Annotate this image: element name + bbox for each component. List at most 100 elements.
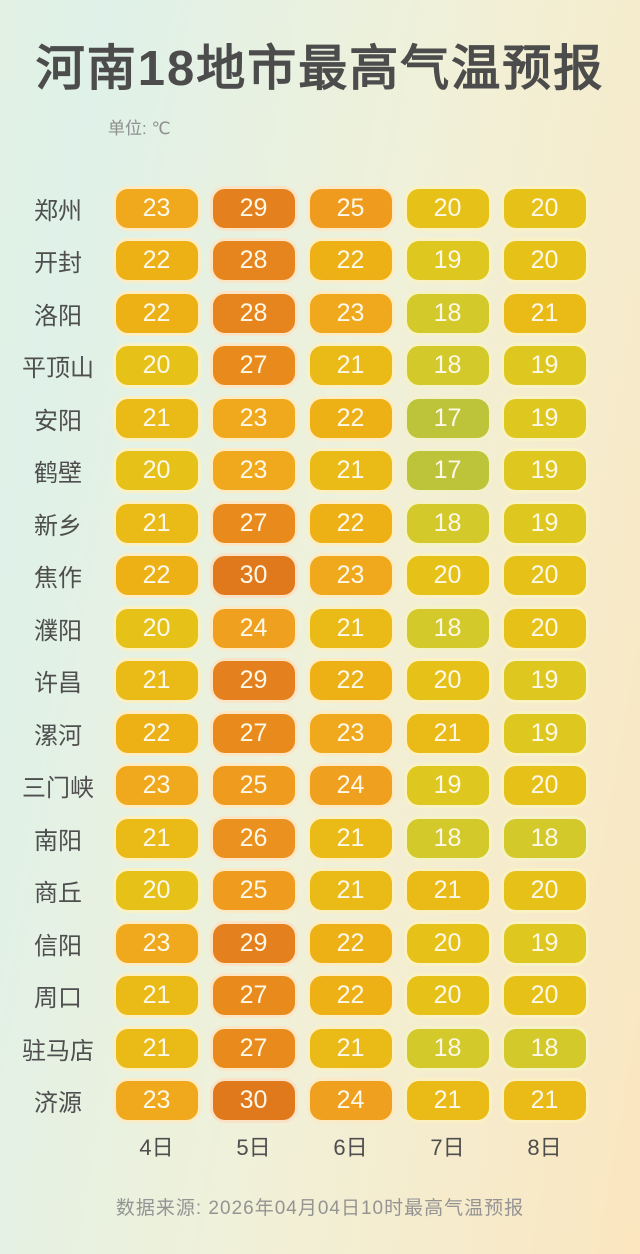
temp-cell: 22 (306, 973, 395, 1019)
temp-cell: 22 (112, 553, 201, 599)
temp-cell: 18 (403, 500, 492, 546)
temp-cell: 20 (500, 763, 589, 809)
table-row: 郑州 23 29 25 20 20 (8, 182, 640, 235)
temp-cell: 21 (306, 448, 395, 494)
temp-cell: 23 (112, 920, 201, 966)
temp-cell: 23 (306, 553, 395, 599)
table-row: 济源 23 30 24 21 21 (8, 1075, 640, 1128)
temp-cell: 23 (112, 763, 201, 809)
temp-cell: 21 (112, 658, 201, 704)
temp-cell: 18 (403, 605, 492, 651)
unit-label: 单位: ℃ (108, 119, 171, 138)
table-row: 商丘 20 25 21 21 20 (8, 865, 640, 918)
temp-cell: 20 (500, 185, 589, 231)
temp-cell: 23 (306, 290, 395, 336)
temp-cell: 20 (500, 868, 589, 914)
city-label: 濮阳 (34, 617, 82, 645)
city-label: 郑州 (34, 197, 82, 225)
temp-cell: 20 (500, 973, 589, 1019)
temp-cell: 19 (500, 710, 589, 756)
temp-cell: 25 (209, 763, 298, 809)
temp-cell: 25 (306, 185, 395, 231)
temp-cell: 21 (306, 868, 395, 914)
temp-cell: 18 (500, 1025, 589, 1071)
temp-cell: 19 (403, 238, 492, 284)
city-label: 驻马店 (22, 1037, 94, 1065)
temp-cell: 27 (209, 500, 298, 546)
table-row: 许昌 21 29 22 20 19 (8, 655, 640, 708)
temp-cell: 18 (403, 1025, 492, 1071)
table-row: 三门峡 23 25 24 19 20 (8, 760, 640, 813)
temp-cell: 22 (112, 710, 201, 756)
temp-cell: 18 (403, 815, 492, 861)
temp-cell: 24 (306, 1078, 395, 1124)
temp-cell: 21 (403, 868, 492, 914)
temp-cell: 24 (209, 605, 298, 651)
temp-cell: 19 (500, 500, 589, 546)
table-row: 鹤壁 20 23 21 17 19 (8, 445, 640, 498)
city-label: 焦作 (34, 565, 82, 593)
temp-cell: 20 (112, 343, 201, 389)
temp-cell: 26 (209, 815, 298, 861)
temperature-grid: 郑州 23 29 25 20 20 开封 22 28 22 19 20 洛阳 22 28 23 18 21 平顶山 2… (0, 182, 640, 1127)
temp-cell: 21 (112, 395, 201, 441)
temp-cell: 22 (306, 658, 395, 704)
table-row: 漯河 22 27 23 21 19 (8, 707, 640, 760)
date-label: 4日 (139, 1135, 174, 1160)
temp-cell: 21 (112, 1025, 201, 1071)
table-row: 驻马店 21 27 21 18 18 (8, 1022, 640, 1075)
temp-cell: 27 (209, 973, 298, 1019)
temp-cell: 29 (209, 185, 298, 231)
city-label: 南阳 (34, 827, 82, 855)
date-label: 6日 (333, 1135, 368, 1160)
temp-cell: 21 (306, 815, 395, 861)
temp-cell: 24 (306, 763, 395, 809)
temp-cell: 29 (209, 658, 298, 704)
city-label: 信阳 (34, 932, 82, 960)
page-title: 河南18地市最高气温预报 (35, 42, 605, 96)
temp-cell: 23 (209, 448, 298, 494)
temp-cell: 30 (209, 553, 298, 599)
temp-cell: 30 (209, 1078, 298, 1124)
temp-cell: 21 (112, 973, 201, 1019)
city-label: 洛阳 (34, 302, 82, 330)
temp-cell: 22 (306, 920, 395, 966)
table-row: 安阳 21 23 22 17 19 (8, 392, 640, 445)
table-row: 新乡 21 27 22 18 19 (8, 497, 640, 550)
city-label: 新乡 (34, 512, 82, 540)
temp-cell: 20 (112, 868, 201, 914)
temp-cell: 21 (403, 1078, 492, 1124)
table-row: 平顶山 20 27 21 18 19 (8, 340, 640, 393)
temp-cell: 18 (403, 343, 492, 389)
temp-cell: 18 (500, 815, 589, 861)
temp-cell: 21 (112, 815, 201, 861)
temp-cell: 20 (500, 553, 589, 599)
temp-cell: 17 (403, 395, 492, 441)
date-row: 4日 5日 6日 7日 8日 (108, 1127, 640, 1165)
temp-cell: 19 (500, 343, 589, 389)
city-label: 周口 (34, 985, 82, 1013)
temp-cell: 17 (403, 448, 492, 494)
temp-cell: 19 (500, 448, 589, 494)
date-label: 8日 (527, 1135, 562, 1160)
city-label: 平顶山 (22, 355, 94, 383)
temp-cell: 21 (112, 500, 201, 546)
city-label: 漯河 (34, 722, 82, 750)
temp-cell: 20 (112, 448, 201, 494)
table-row: 濮阳 20 24 21 18 20 (8, 602, 640, 655)
temp-cell: 21 (306, 605, 395, 651)
city-label: 鹤壁 (34, 460, 82, 488)
table-row: 洛阳 22 28 23 18 21 (8, 287, 640, 340)
temp-cell: 22 (112, 290, 201, 336)
city-label: 三门峡 (22, 775, 94, 803)
temp-cell: 20 (403, 920, 492, 966)
temp-cell: 21 (306, 343, 395, 389)
temp-cell: 22 (306, 395, 395, 441)
table-row: 信阳 23 29 22 20 19 (8, 917, 640, 970)
temp-cell: 19 (500, 920, 589, 966)
temp-cell: 20 (500, 605, 589, 651)
temp-cell: 23 (209, 395, 298, 441)
table-row: 焦作 22 30 23 20 20 (8, 550, 640, 603)
temp-cell: 20 (403, 973, 492, 1019)
temp-cell: 20 (500, 238, 589, 284)
